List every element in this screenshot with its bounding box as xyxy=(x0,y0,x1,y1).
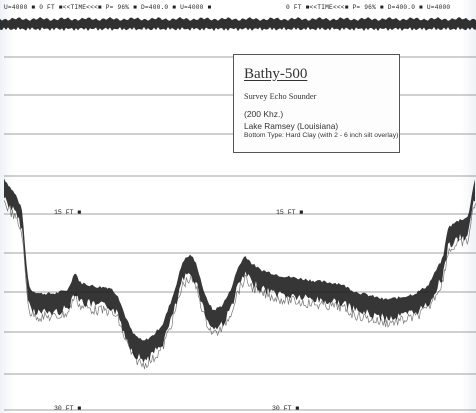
surface-band xyxy=(0,17,476,32)
bottom-echo-trace xyxy=(4,178,475,363)
header-right-text: 0 FT ■<<TIME<<<■ P= 96% ■ D=400.0 ■ U=40… xyxy=(286,4,451,11)
label-title: Bathy-500 xyxy=(244,66,308,82)
label-location: Lake Ramsey (Louisiana) xyxy=(244,121,339,131)
label-frequency: (200 Khz.) xyxy=(244,109,284,119)
label-bottom-type: Bottom Type: Hard Clay (with 2 - 6 inch … xyxy=(244,132,399,139)
depth-marker-15ft-right: 15 FT ■ xyxy=(276,209,304,216)
header-left-text: U=4000 ■ 0 FT ■<<TIME<<<■ P= 96% ■ D=400… xyxy=(4,4,212,11)
label-subtitle: Survey Echo Sounder xyxy=(244,92,317,101)
depth-marker-30ft-right: 30 FT ■ xyxy=(272,405,300,412)
label-box: Bathy-500 Survey Echo Sounder (200 Khz.)… xyxy=(233,54,400,153)
bottom-echo-fringe xyxy=(3,200,476,370)
depth-marker-15ft-left: 15 FT ■ xyxy=(54,209,82,216)
depth-marker-30ft-left: 30 FT ■ xyxy=(54,405,82,412)
